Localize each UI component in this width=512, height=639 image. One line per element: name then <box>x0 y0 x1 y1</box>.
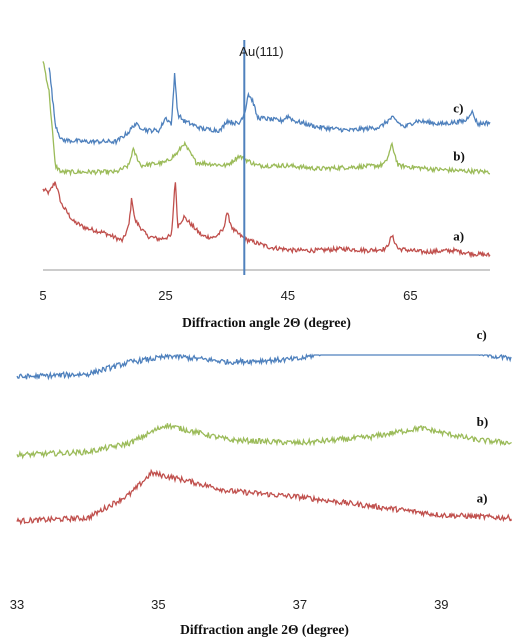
bottom-series-group <box>16 352 512 526</box>
series-b-line <box>16 422 512 460</box>
tick-label: 33 <box>10 597 24 612</box>
au111-annotation: Au(111) <box>239 44 283 59</box>
tick-label: 5 <box>39 288 46 303</box>
series-a-line <box>42 181 491 259</box>
tick-label: 37 <box>293 597 307 612</box>
series-b-line <box>42 61 491 177</box>
series-c-line <box>16 352 512 381</box>
tick-label: 39 <box>434 597 448 612</box>
series-label-c: c) <box>453 100 463 115</box>
series-label-a: a) <box>453 228 464 243</box>
series-c-line <box>48 67 491 146</box>
bottom-series-labels: a) b) c) <box>477 327 489 506</box>
tick-label: 65 <box>403 288 417 303</box>
top-tick-labels: 5 25 45 65 <box>39 288 417 303</box>
series-label-a: a) <box>477 491 488 506</box>
tick-label: 35 <box>151 597 165 612</box>
series-label-b: b) <box>477 414 489 429</box>
top-series-labels: a) b) c) <box>453 100 465 243</box>
top-x-axis-label: Diffraction angle 2Θ (degree) <box>182 315 351 330</box>
chart-bottom: 33 35 37 39 a) b) c) Diffraction angle 2Θ (de… <box>10 327 512 637</box>
bottom-x-axis-label: Diffraction angle 2Θ (degree) <box>180 622 349 637</box>
bottom-tick-labels: 33 35 37 39 <box>10 597 449 612</box>
chart-top: Au(111) 5 25 45 65 a) b) c) Diffraction angle… <box>39 40 491 330</box>
tick-label: 25 <box>158 288 172 303</box>
series-label-c: c) <box>477 327 487 342</box>
top-series-group <box>42 61 491 259</box>
tick-label: 45 <box>281 288 295 303</box>
series-a-line <box>16 468 512 526</box>
series-label-b: b) <box>453 148 465 163</box>
